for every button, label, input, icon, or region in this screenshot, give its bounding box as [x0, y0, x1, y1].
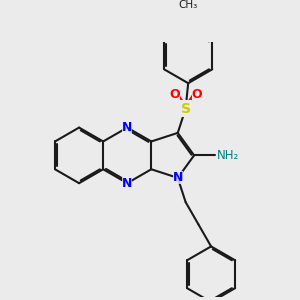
Text: S: S [181, 102, 190, 116]
Text: N: N [122, 177, 132, 190]
Text: N: N [122, 121, 132, 134]
Text: N: N [172, 171, 183, 184]
Text: NH₂: NH₂ [217, 149, 239, 162]
Text: CH₃: CH₃ [178, 0, 198, 10]
Text: O: O [192, 88, 202, 101]
Text: O: O [169, 88, 180, 101]
